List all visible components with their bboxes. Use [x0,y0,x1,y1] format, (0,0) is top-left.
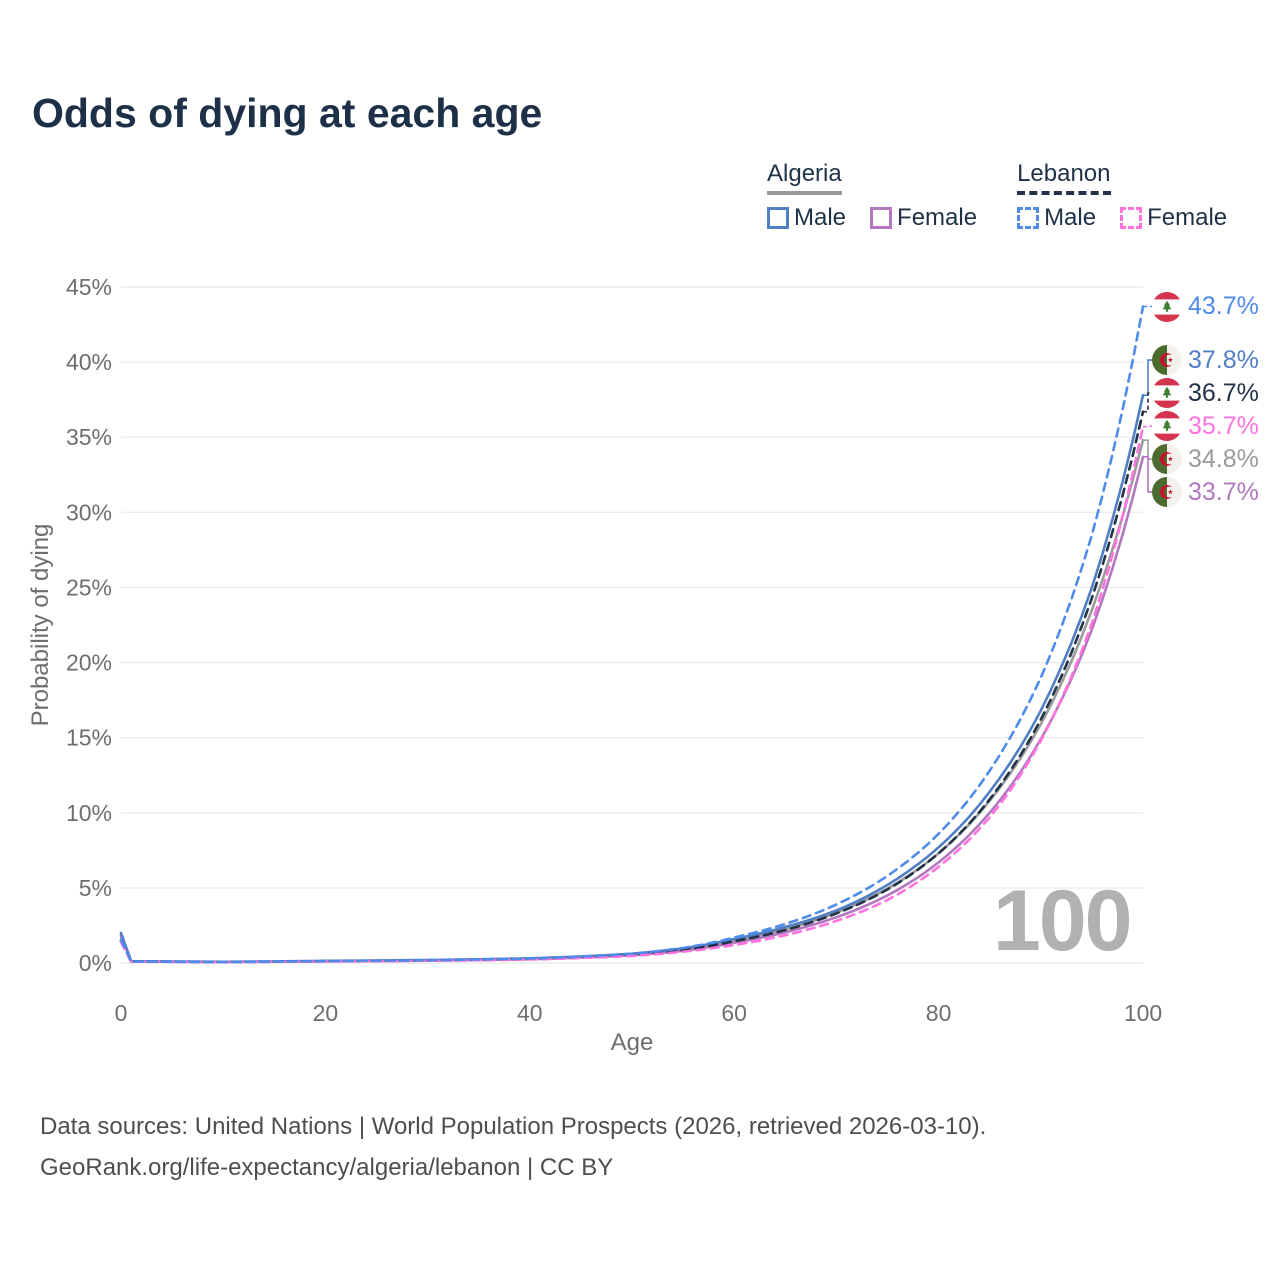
legend-item-label: Female [1147,204,1228,231]
series-line [119,438,1145,964]
y-tick-label: 15% [66,725,112,751]
end-label-row: 36.7% [1152,378,1259,409]
algeria-flag-icon [1152,444,1182,475]
y-tick-label: 10% [66,800,112,826]
lebanon-flag-icon [1152,291,1182,322]
legend-items-algeria: Male Female [767,204,977,232]
label-leader-line [1143,439,1152,460]
age-counter-watermark: 100 [993,873,1132,969]
legend-group-algeria: Algeria Male Female [767,160,977,232]
legend-item-lebanon-male[interactable]: Male [1017,204,1096,232]
end-label-value: 37.8% [1188,345,1259,374]
end-label-row: 35.7% [1152,411,1259,442]
end-label-value: 43.7% [1188,292,1259,321]
legend-item-lebanon-female[interactable]: Female [1120,204,1227,232]
label-leader-line [1143,392,1152,413]
x-tick-label: 80 [926,1000,952,1026]
series-line [119,455,1145,964]
end-label-value: 35.7% [1188,411,1259,440]
x-tick-label: 100 [1124,1000,1162,1026]
series-line [119,425,1145,964]
x-axis-title: Age [611,1029,654,1056]
x-tick-label: 40 [517,1000,543,1026]
footer-line-1: Data sources: United Nations | World Pop… [40,1113,987,1140]
legend-item-label: Female [897,204,978,231]
x-tick-label: 60 [721,1000,747,1026]
legend-item-label: Male [1044,204,1097,231]
series-line [119,305,1145,964]
end-label-value: 34.8% [1188,444,1259,473]
legend-item-algeria-male[interactable]: Male [767,204,846,232]
lebanon-flag-icon [1152,378,1182,409]
series-line [119,393,1145,964]
y-tick-label: 20% [66,650,112,676]
lebanon-male-checkbox-icon[interactable] [1017,207,1040,229]
lebanon-female-checkbox-icon[interactable] [1120,207,1143,229]
y-tick-label: 45% [66,274,112,300]
y-axis-title: Probability of dying [27,524,54,727]
legend-items-lebanon: Male Female [1017,204,1227,232]
algeria-male-checkbox-icon[interactable] [767,207,789,229]
y-tick-label: 5% [79,875,112,901]
end-label-row: 33.7% [1152,477,1259,508]
legend-group-lebanon-label: Lebanon [1017,160,1111,195]
page-title: Odds of dying at each age [32,90,543,136]
legend-item-label: Male [794,204,847,231]
end-label-value: 36.7% [1188,378,1259,407]
series-line [119,410,1145,964]
end-label-row: 37.8% [1152,345,1259,376]
algeria-flag-icon [1152,477,1182,508]
lebanon-flag-icon [1152,411,1182,442]
y-tick-label: 35% [66,424,112,450]
footer-line-2: GeoRank.org/life-expectancy/algeria/leba… [40,1154,614,1181]
algeria-female-checkbox-icon[interactable] [870,207,893,229]
label-leader-line [1143,456,1152,493]
end-label-row: 34.8% [1152,444,1259,475]
end-label-value: 33.7% [1188,477,1259,506]
algeria-flag-icon [1152,345,1182,376]
y-tick-label: 30% [66,499,112,525]
legend: Algeria Male Female Lebanon Male Female [767,160,1227,232]
end-label-row: 43.7% [1152,291,1259,322]
label-leader-line [1143,425,1152,428]
y-tick-label: 0% [79,950,112,976]
legend-group-lebanon: Lebanon Male Female [1017,160,1227,232]
x-tick-label: 0 [115,1000,128,1026]
x-tick-label: 20 [313,1000,339,1026]
legend-group-algeria-label: Algeria [767,160,842,195]
footer: Data sources: United Nations | World Pop… [40,1106,986,1188]
legend-item-algeria-female[interactable]: Female [870,204,977,232]
label-leader-line [1143,359,1152,396]
y-tick-label: 25% [66,574,112,600]
y-tick-label: 40% [66,349,112,375]
